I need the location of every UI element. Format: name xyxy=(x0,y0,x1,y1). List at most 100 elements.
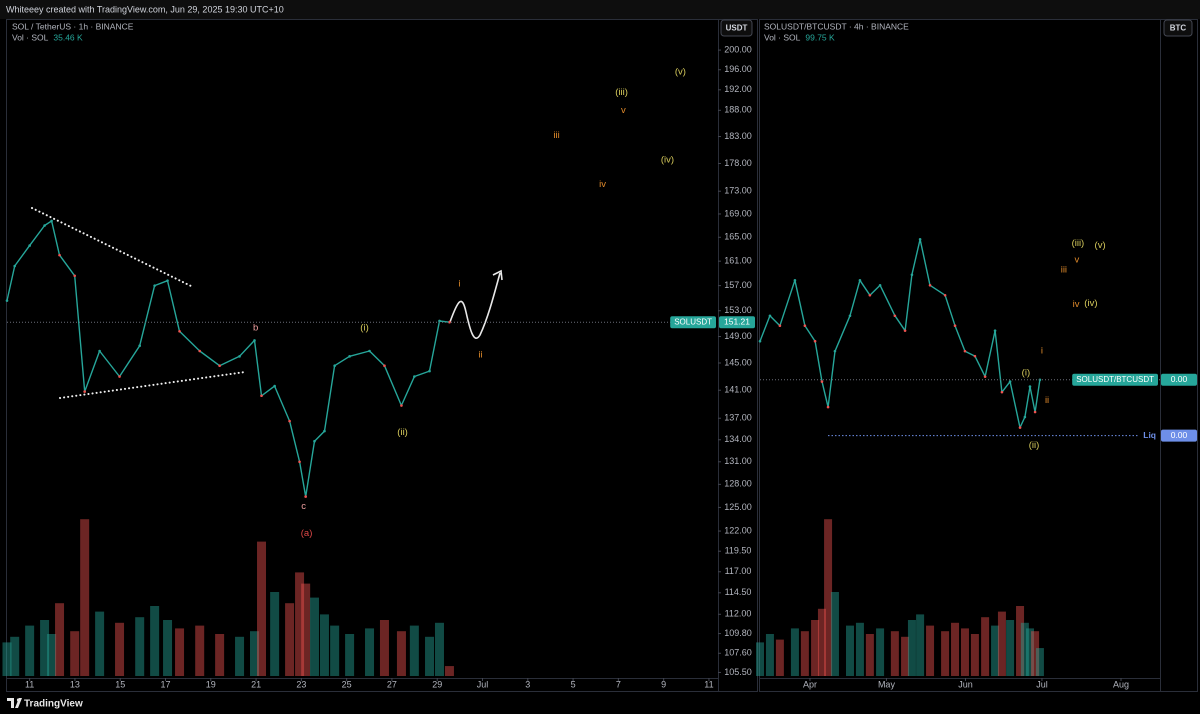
volume-bar xyxy=(1035,648,1044,676)
y-tick-label: 183.00 xyxy=(724,131,752,141)
wave-label: iv xyxy=(1073,299,1080,310)
volume-bar xyxy=(817,608,826,676)
price-point xyxy=(953,324,957,327)
price-point xyxy=(1033,410,1037,414)
price-point xyxy=(993,329,997,332)
volume-bar xyxy=(926,625,935,676)
volume-bar xyxy=(2,642,12,676)
volume-bar xyxy=(270,592,280,676)
y-tick-label: 114.50 xyxy=(725,587,752,597)
wave-label: i xyxy=(1041,346,1043,357)
price-point xyxy=(878,284,882,287)
volume-bar xyxy=(95,611,105,676)
volume-bar xyxy=(775,639,784,676)
y-tick-label: 153.00 xyxy=(724,305,752,315)
wave-label: (iii) xyxy=(1072,238,1085,249)
arrow-head xyxy=(492,269,503,281)
left-panel xyxy=(6,19,758,692)
level-name: Liq xyxy=(1143,430,1156,440)
volume-bar xyxy=(40,620,50,676)
price-point xyxy=(803,324,807,327)
price-point xyxy=(153,284,156,287)
volume-bar xyxy=(960,628,969,676)
y-tick-label: 196.00 xyxy=(724,64,752,74)
volume-bar xyxy=(425,636,435,676)
price-point xyxy=(868,293,872,297)
price-point xyxy=(43,224,46,227)
volume-bar xyxy=(790,628,799,676)
volume-bar xyxy=(1020,622,1029,676)
volume-bar xyxy=(811,620,820,676)
volume-bar xyxy=(907,620,916,676)
wave-label: ii xyxy=(1045,395,1049,406)
price-point xyxy=(28,244,31,247)
wave-label: (i) xyxy=(1022,367,1030,378)
volume-bar xyxy=(235,636,245,676)
price-line xyxy=(6,220,450,498)
x-tick-label: Apr xyxy=(803,679,817,689)
volume-bar xyxy=(309,597,319,676)
price-point xyxy=(813,339,817,343)
x-tick-label: 23 xyxy=(296,679,306,689)
price-point xyxy=(428,369,431,373)
volume-bar xyxy=(444,666,454,676)
price-point xyxy=(83,390,86,393)
x-tick-label: 21 xyxy=(251,679,261,689)
price-point xyxy=(13,264,16,268)
wave-label: (iv) xyxy=(1084,298,1097,309)
trendline xyxy=(59,371,246,399)
y-tick-label: 109.80 xyxy=(724,628,752,638)
volume-bar xyxy=(941,631,950,676)
volume-bar xyxy=(249,631,259,676)
price-point xyxy=(1000,390,1004,394)
price-point xyxy=(323,429,326,433)
price-point xyxy=(1028,385,1032,388)
y-tick-label: 192.00 xyxy=(724,84,752,94)
volume-bar xyxy=(756,642,764,676)
price-point xyxy=(943,293,947,297)
volume-bar xyxy=(295,572,305,676)
volume-bar xyxy=(330,625,340,676)
price-point xyxy=(1023,415,1027,419)
price-point xyxy=(758,339,762,343)
price-point xyxy=(833,349,837,353)
currency-button xyxy=(720,19,753,37)
volume-bar xyxy=(1031,631,1040,676)
wave-label: (ii) xyxy=(1029,440,1040,451)
y-tick-label: 137.00 xyxy=(724,413,752,423)
x-tick-label: 11 xyxy=(25,679,34,689)
y-tick-label: 112.00 xyxy=(725,609,752,619)
y-tick-label: 131.00 xyxy=(724,456,752,466)
volume-bar xyxy=(10,636,20,676)
x-tick-label: 25 xyxy=(342,679,352,689)
volume-legend-value: 35.46 K xyxy=(53,32,83,42)
volume-bar xyxy=(365,628,375,676)
price-point xyxy=(918,238,922,241)
trendline xyxy=(31,207,194,288)
price-point xyxy=(826,405,830,409)
price-point xyxy=(413,375,416,378)
price-point xyxy=(238,355,241,358)
volume-legend-value: 99.75 K xyxy=(805,32,835,42)
price-point xyxy=(438,319,441,323)
price-point xyxy=(973,354,977,358)
chart-title: SOL / TetherUS · 1h · BINANCE xyxy=(12,21,134,31)
volume-bar xyxy=(970,634,979,676)
price-point xyxy=(928,284,932,287)
x-tick-label: 5 xyxy=(571,679,576,689)
volume-bar xyxy=(215,634,225,676)
volume-bar xyxy=(80,519,90,676)
y-tick-label: 169.00 xyxy=(724,208,752,218)
x-tick-label: Jun xyxy=(958,679,973,689)
x-tick-label: 13 xyxy=(70,679,80,689)
y-tick-label: 157.00 xyxy=(724,280,752,290)
chart-title: SOLUSDT/BTCUSDT · 4h · BINANCE xyxy=(764,21,909,31)
volume-bar xyxy=(150,606,160,676)
y-tick-label: 165.00 xyxy=(724,232,752,242)
price-point xyxy=(1008,380,1012,383)
price-point xyxy=(118,375,121,378)
volume-legend-name: Vol · SOL xyxy=(764,32,801,42)
price-point xyxy=(963,349,967,353)
volume-bar xyxy=(345,634,355,676)
